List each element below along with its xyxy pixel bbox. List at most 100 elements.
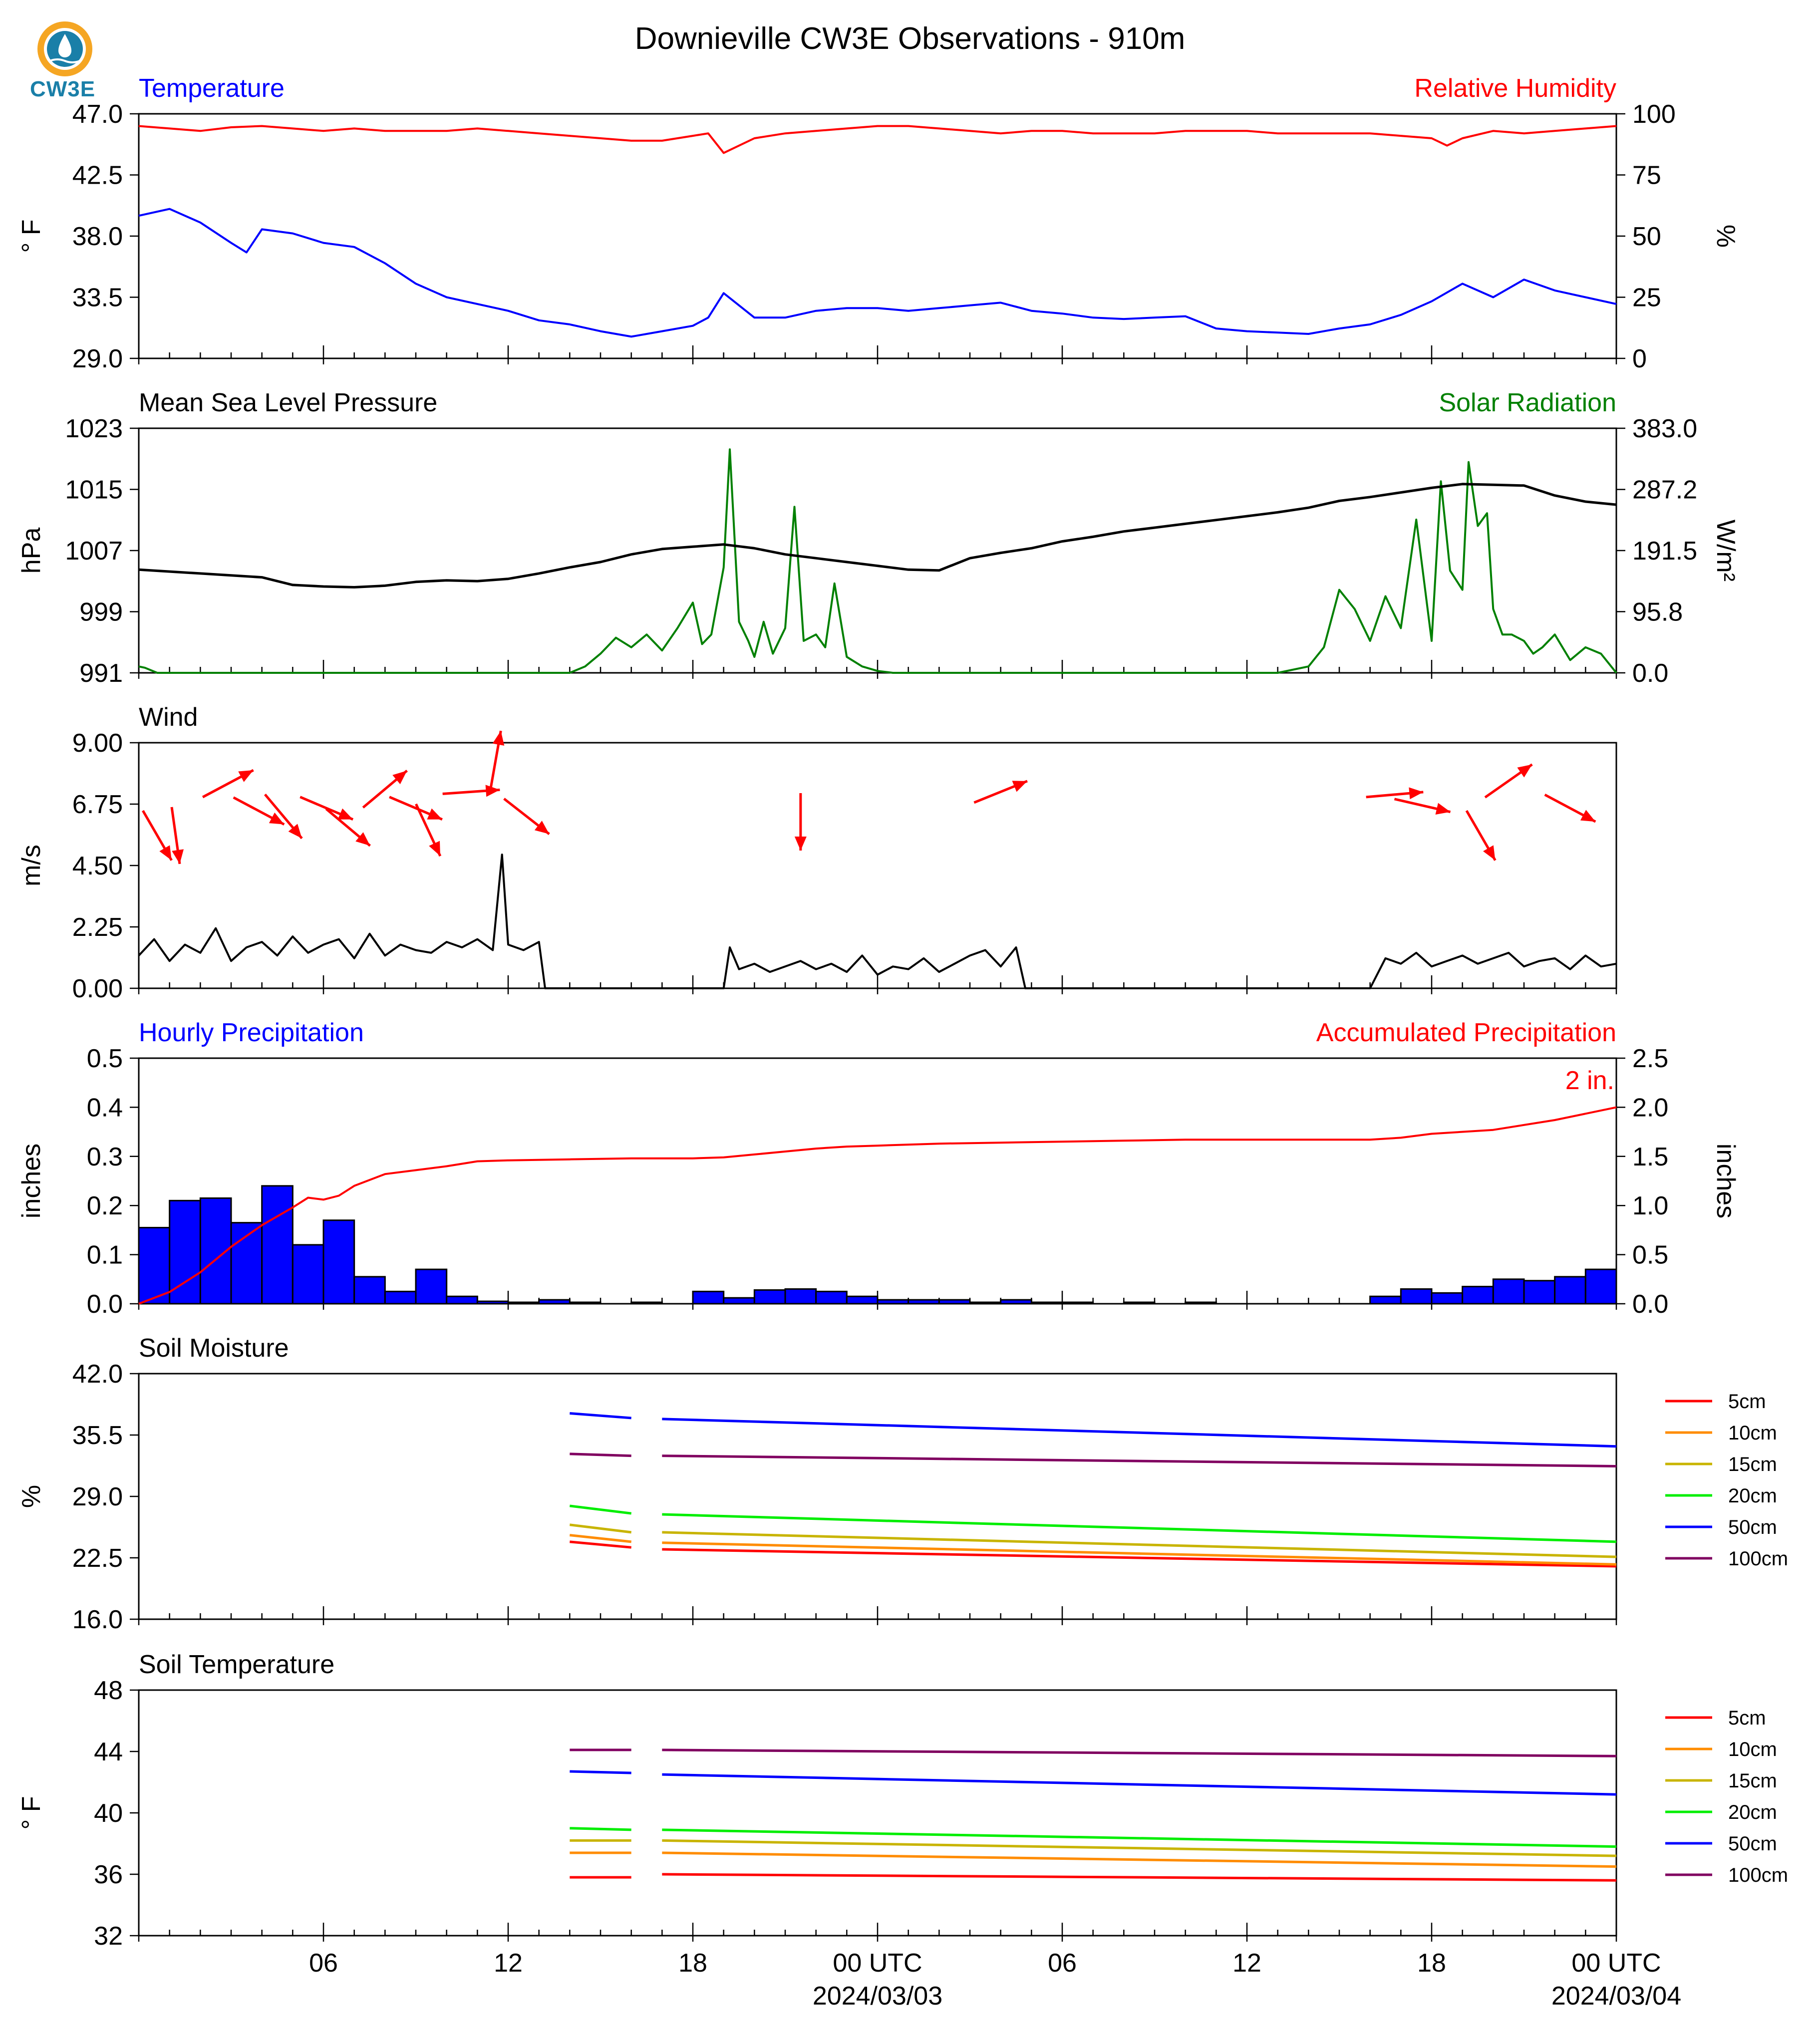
x-tick-label-5: 12 (1232, 1949, 1261, 1978)
y-tick-label: 38.0 (72, 222, 123, 251)
legend-label-10cm: 10cm (1728, 1738, 1777, 1760)
y-axis-label: m/s (17, 845, 46, 886)
y-axis-label: ° F (17, 219, 46, 253)
y-tick-label-right: 383.0 (1632, 414, 1697, 443)
panel-frame-0 (138, 113, 1617, 359)
y-tick-label-right: 95.8 (1632, 597, 1683, 626)
panel-frame-1 (138, 427, 1617, 674)
panel-title-hourly-precip: Hourly Precipitation (139, 1018, 364, 1047)
precip-bar-22 (815, 1290, 848, 1305)
y-tick-label: 36 (94, 1860, 123, 1889)
logo-text: CW3E (30, 77, 96, 101)
soil-line-10cm-b (662, 1851, 1617, 1868)
panel-frame-3 (138, 1057, 1617, 1305)
y-tick-label: 40 (94, 1799, 123, 1828)
humidity-line (138, 125, 1617, 154)
y-tick-label-right: 2.0 (1632, 1093, 1668, 1122)
panel-title-temperature: Temperature (139, 74, 285, 103)
precip-bar-27 (969, 1301, 1002, 1305)
wind-arrow-head-18 (1517, 764, 1532, 778)
y-tick-label: 9.00 (72, 729, 123, 758)
precip-bar-25 (908, 1299, 940, 1305)
legend-label-5cm: 5cm (1728, 1707, 1766, 1729)
soil-line-15cm-a (570, 1523, 631, 1534)
soil-line-5cm-b (662, 1873, 1617, 1882)
panel-title-pressure: Mean Sea Level Pressure (139, 388, 437, 417)
y-tick-label: 42.5 (72, 161, 123, 190)
y-tick-label-right: 25 (1632, 284, 1661, 312)
precip-bar-40 (1369, 1295, 1402, 1305)
y-axis-label-right: inches (1711, 1144, 1740, 1218)
legend-label-100cm: 100cm (1728, 1864, 1788, 1886)
wind-arrow-head-2 (238, 770, 254, 782)
accum-annotation: 2 in. (1565, 1066, 1614, 1095)
legend-label-5cm: 5cm (1728, 1391, 1766, 1413)
wind-arrow-head-16 (1435, 803, 1451, 815)
panel-title-wind: Wind (139, 703, 198, 732)
wind-arrow-head-8 (427, 808, 442, 820)
pressure-line (138, 483, 1617, 588)
panel-frame-5 (138, 1689, 1617, 1937)
y-tick-label: 1007 (65, 537, 123, 566)
soil-line-5cm-a (570, 1540, 631, 1549)
wind-arrow-head-15 (1409, 787, 1424, 800)
soil-line-100cm-b (662, 1748, 1617, 1757)
panel-frame-2 (138, 742, 1617, 989)
wind-arrow-head-19 (1580, 810, 1596, 822)
precip-bar-9 (415, 1268, 448, 1305)
x-date-label-3: 2024/03/03 (813, 1982, 942, 2011)
panel-title-soil-moisture: Soil Moisture (139, 1334, 289, 1363)
y-tick-label: 999 (79, 598, 123, 627)
precip-bar-42 (1431, 1292, 1464, 1305)
precip-bar-6 (322, 1219, 355, 1305)
precip-bar-29 (1030, 1301, 1063, 1305)
legend-label-15cm: 15cm (1728, 1770, 1777, 1792)
y-tick-label: 6.75 (72, 790, 123, 819)
precip-bar-44 (1492, 1278, 1525, 1305)
precip-bar-32 (1123, 1301, 1156, 1305)
chart-title: Downieville CW3E Observations - 910m (635, 21, 1186, 56)
x-tick-label-3: 00 UTC (833, 1949, 922, 1978)
y-tick-label-right: 0.5 (1632, 1241, 1668, 1270)
y-tick-label: 1015 (65, 476, 123, 505)
x-tick-label-2: 18 (678, 1949, 707, 1978)
y-axis-label-right: % (1711, 225, 1740, 248)
wind-arrow-head-6 (355, 832, 370, 846)
panel-title-accum-precip: Accumulated Precipitation (1316, 1018, 1616, 1047)
precip-bar-12 (507, 1301, 540, 1305)
y-tick-label-right: 191.5 (1632, 537, 1697, 566)
wind-arrow-head-0 (159, 845, 172, 861)
legend-label-100cm: 100cm (1728, 1548, 1788, 1570)
solar-line (138, 448, 1617, 674)
panel-title-humidity: Relative Humidity (1414, 74, 1616, 103)
x-tick-label-1: 12 (494, 1949, 523, 1978)
panel-title-solar: Solar Radiation (1439, 388, 1616, 417)
precip-bar-23 (846, 1295, 879, 1305)
precip-bar-34 (1185, 1301, 1217, 1305)
precip-bar-14 (569, 1301, 602, 1305)
y-tick-label-right: 50 (1632, 222, 1661, 251)
y-tick-label: 16.0 (72, 1605, 123, 1634)
soil-line-20cm-b (662, 1828, 1617, 1848)
precip-bar-18 (692, 1290, 725, 1305)
temperature-line (138, 208, 1617, 338)
y-tick-label: 0.3 (87, 1143, 123, 1171)
soil-line-10cm-a (570, 1534, 631, 1543)
soil-line-100cm-b (662, 1454, 1617, 1467)
precip-bar-19 (723, 1297, 755, 1305)
precip-bar-0 (138, 1226, 171, 1305)
precip-bar-47 (1584, 1268, 1617, 1305)
legend-label-15cm: 15cm (1728, 1453, 1777, 1475)
wind-arrow-head-7 (392, 770, 407, 785)
y-axis-label-right: W/m² (1711, 520, 1740, 581)
y-tick-label: 0.4 (87, 1093, 123, 1122)
precip-bar-41 (1400, 1288, 1433, 1305)
wind-arrow-head-4 (288, 824, 302, 839)
y-tick-label: 29.0 (72, 344, 123, 373)
y-axis-label: hPa (17, 528, 46, 574)
y-tick-label: 29.0 (72, 1482, 123, 1511)
x-tick-label-4: 06 (1048, 1949, 1077, 1978)
wind-arrow-head-9 (429, 841, 440, 857)
wind-arrow-head-5 (337, 808, 353, 820)
